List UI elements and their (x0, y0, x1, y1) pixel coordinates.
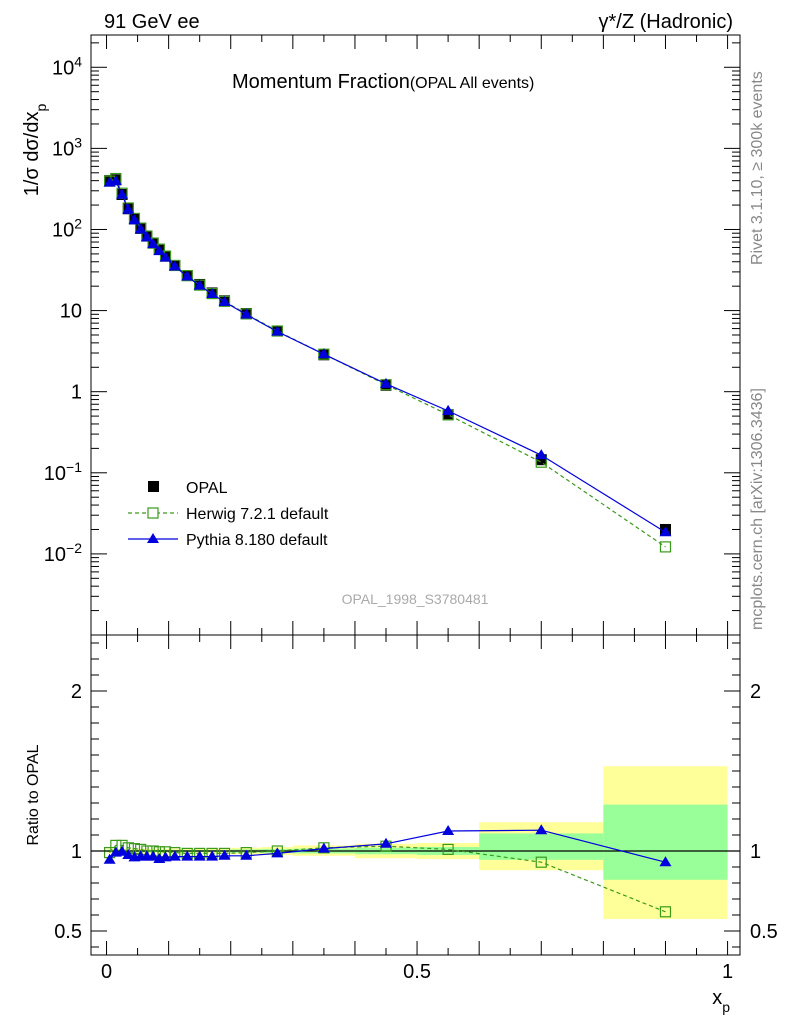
ratio-y-tick-label-right: 2 (750, 681, 761, 703)
header-left: 91 GeV ee (104, 11, 200, 33)
legend-label-pythia: Pythia 8.180 default (186, 532, 328, 549)
ratio-y-tick-label: 2 (71, 681, 82, 703)
ratio-point-1 (147, 850, 160, 861)
y-tick-label: 103 (52, 134, 82, 160)
header-right: γ*/Z (Hadronic) (599, 11, 733, 33)
ratio-point-0 (442, 843, 454, 856)
ratio-point-1 (659, 856, 672, 867)
plot-title-sub: (OPAL All events) (410, 75, 535, 92)
data-point-2 (535, 449, 548, 460)
y-axis-title: 1/σ dσ/dxp (21, 104, 49, 197)
ratio-point-1 (317, 842, 330, 853)
uncertainty-band-green (479, 833, 604, 860)
ratio-point-0 (659, 906, 672, 918)
ratio-y-tick-label-right: 0.5 (750, 921, 778, 943)
data-point-2 (240, 308, 253, 319)
data-point-2 (122, 203, 135, 214)
data-point-2 (128, 214, 141, 225)
rivet-label: Rivet 3.1.10, ≥ 300k events (749, 71, 766, 265)
ratio-point-0 (535, 856, 547, 868)
legend-marker-opal (148, 481, 159, 492)
ratio-y-tick-label: 1 (71, 841, 82, 863)
series-line-2 (109, 180, 666, 533)
data-point-2 (109, 175, 122, 186)
ratio-point-1 (122, 849, 135, 859)
ratio-panel: 0.5 0.5 1 1 2 2 0 0.5 1 Ratio to OPAL xp (25, 634, 778, 1015)
ratio-point-1 (168, 850, 181, 861)
x-tick-label: 0.5 (403, 961, 431, 983)
y-tick-label: 102 (52, 215, 82, 241)
ratio-point-1 (380, 837, 392, 848)
y-tick-label: 104 (52, 53, 82, 79)
data-point-2 (218, 295, 231, 306)
data-point-2 (193, 279, 206, 290)
analysis-watermark: OPAL_1998_S3780481 (342, 591, 489, 607)
data-point-2 (134, 223, 147, 234)
data-point-0 (535, 454, 547, 466)
x-axis-title: xp (712, 987, 730, 1015)
data-point-2 (147, 238, 160, 249)
ratio-point-1 (159, 851, 172, 862)
data-point-2 (206, 288, 219, 299)
y-tick-label: 10 (60, 301, 82, 323)
data-point-2 (153, 245, 166, 256)
data-point-2 (181, 270, 194, 281)
ratio-point-1 (116, 845, 129, 856)
data-point-2 (317, 348, 330, 359)
ratio-axis-title: Ratio to OPAL (25, 744, 42, 845)
ratio-y-tick-label-right: 1 (750, 841, 761, 863)
plot-title-main: Momentum Fraction (232, 71, 410, 93)
legend-label-opal: OPAL (186, 480, 228, 497)
ratio-point-1 (181, 850, 194, 861)
uncertainty-band-green (603, 804, 728, 880)
ratio-point-1 (535, 824, 548, 835)
data-point-1 (659, 541, 672, 553)
data-point-2 (168, 260, 181, 271)
ratio-point-1 (271, 847, 284, 858)
y-tick-label: 10−2 (44, 540, 82, 566)
ratio-point-1 (103, 853, 116, 864)
data-point-2 (442, 404, 455, 415)
data-point-2 (140, 231, 153, 242)
data-point-2 (659, 526, 672, 537)
legend-marker-herwig (147, 507, 159, 519)
data-point-2 (271, 325, 284, 336)
legend-marker-pythia (147, 533, 159, 543)
y-tick-label: 10−1 (44, 459, 82, 485)
legend-label-herwig: Herwig 7.2.1 default (186, 506, 329, 523)
legend: OPAL Herwig 7.2.1 default Pythia 8.180 d… (128, 480, 329, 549)
plot-title: Momentum Fraction(OPAL All events) (232, 71, 534, 93)
ratio-point-1 (442, 825, 455, 835)
ratio-panel-frame (90, 634, 741, 956)
data-point-2 (159, 251, 172, 262)
ratio-point-1 (193, 850, 206, 861)
ratio-point-1 (206, 850, 219, 861)
ratio-y-tick-label: 0.5 (54, 921, 82, 943)
mcplots-label: mcplots.cern.ch [arXiv:1306.3436] (749, 388, 766, 630)
ratio-point-1 (240, 849, 253, 860)
ratio-point-1 (218, 849, 231, 860)
data-point-2 (380, 377, 392, 388)
x-tick-label: 0 (101, 961, 112, 983)
main-panel: 10−2 10−1 1 10 102 103 104 1/σ dσ/dxp Momentum… (21, 34, 741, 636)
data-point-2 (116, 188, 129, 199)
x-tick-label: 1 (722, 961, 733, 983)
y-tick-label: 1 (71, 382, 82, 404)
